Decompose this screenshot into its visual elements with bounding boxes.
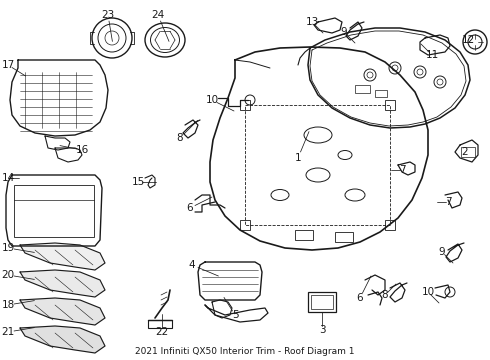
Bar	[240, 220, 250, 230]
Text: 10: 10	[205, 95, 219, 105]
Text: 4: 4	[189, 260, 196, 270]
Text: 16: 16	[75, 145, 89, 155]
Bar	[148, 320, 172, 328]
Polygon shape	[20, 270, 105, 297]
Text: 20: 20	[1, 270, 15, 280]
Bar	[295, 230, 313, 240]
Text: 23: 23	[101, 10, 115, 20]
Bar	[311, 295, 333, 309]
Text: 22: 22	[155, 327, 169, 337]
Text: 17: 17	[1, 60, 15, 70]
Text: 6: 6	[187, 203, 194, 213]
Text: 2: 2	[462, 147, 468, 157]
Bar	[385, 100, 395, 110]
Bar	[240, 100, 250, 110]
Text: 21: 21	[1, 327, 15, 337]
Polygon shape	[20, 326, 105, 353]
Text: 3: 3	[318, 325, 325, 335]
Text: 5: 5	[232, 310, 238, 320]
Text: 2021 Infiniti QX50 Interior Trim - Roof Diagram 1: 2021 Infiniti QX50 Interior Trim - Roof …	[135, 347, 355, 356]
Text: 9: 9	[439, 247, 445, 257]
Text: 6: 6	[357, 293, 363, 303]
Text: 7: 7	[445, 197, 451, 207]
Text: 11: 11	[425, 50, 439, 60]
Text: 15: 15	[131, 177, 145, 187]
Text: 9: 9	[341, 27, 347, 37]
Text: 19: 19	[1, 243, 15, 253]
Bar	[335, 232, 353, 242]
Bar	[385, 220, 395, 230]
Bar	[308, 292, 336, 312]
Text: 13: 13	[305, 17, 318, 27]
Text: 24: 24	[151, 10, 165, 20]
Bar	[355, 85, 370, 93]
Polygon shape	[20, 298, 105, 325]
Text: 18: 18	[1, 300, 15, 310]
Text: 7: 7	[399, 165, 405, 175]
Text: 8: 8	[177, 133, 183, 143]
Polygon shape	[20, 243, 105, 270]
Text: 8: 8	[382, 290, 388, 300]
Text: 12: 12	[462, 35, 475, 45]
Text: 10: 10	[421, 287, 435, 297]
Text: 1: 1	[294, 153, 301, 163]
Bar	[461, 147, 475, 157]
Bar	[375, 90, 387, 97]
Text: 14: 14	[1, 173, 15, 183]
Bar	[14, 185, 94, 237]
